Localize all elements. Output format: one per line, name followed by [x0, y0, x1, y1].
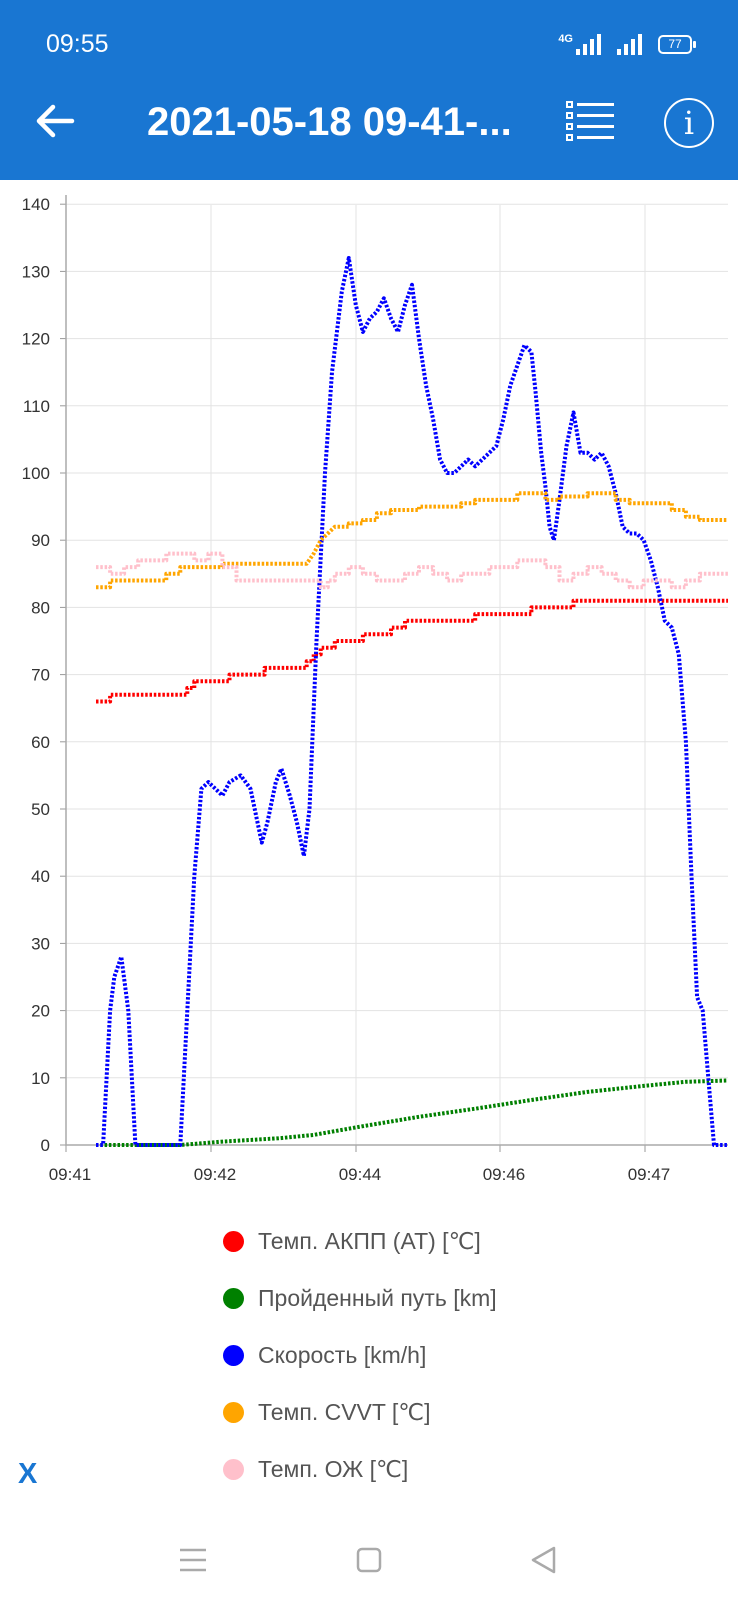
- legend-dot: [223, 1345, 244, 1366]
- y-tick-label: 130: [22, 262, 50, 281]
- back-arrow-icon[interactable]: [32, 98, 78, 144]
- back-icon[interactable]: [524, 1540, 564, 1580]
- signal-icon: [617, 33, 642, 55]
- y-tick-label: 140: [22, 195, 50, 214]
- legend-dot: [223, 1231, 244, 1252]
- line-chart: 0 10 20 30 40 50 60 70 80 90 100 110 120 130 140 09:41 0…: [22, 195, 729, 1184]
- battery-icon: 77: [658, 34, 696, 54]
- legend-label: Темп. CVVT [℃]: [258, 1399, 431, 1425]
- x-tick-label: 09:41: [49, 1165, 92, 1184]
- legend-item-speed: Скорость [km/h]: [223, 1327, 497, 1384]
- legend-label: Темп. АКПП (AT) [℃]: [258, 1228, 481, 1254]
- y-tick-label: 60: [31, 733, 50, 752]
- menu-icon[interactable]: [173, 1540, 213, 1580]
- y-tick-label: 40: [31, 867, 50, 886]
- close-button[interactable]: X: [18, 1458, 38, 1490]
- y-tick-label: 110: [23, 397, 50, 416]
- x-tick-label: 09:47: [628, 1165, 671, 1184]
- app-bar: 09:55 4G 77 2021-05-18 09-41-... i: [0, 0, 738, 180]
- legend-item-distance: Пройденный путь [km]: [223, 1270, 497, 1327]
- y-tick-label: 70: [31, 666, 50, 685]
- series-line-0: [96, 598, 728, 704]
- list-icon[interactable]: [566, 100, 616, 142]
- legend-item-at-temp: Темп. АКПП (AT) [℃]: [223, 1213, 497, 1270]
- legend-label: Скорость [km/h]: [258, 1342, 427, 1368]
- legend-dot: [223, 1288, 244, 1309]
- status-icons: 4G 77: [558, 33, 696, 55]
- y-tick-label: 50: [31, 800, 50, 819]
- legend-label: Пройденный путь [km]: [258, 1285, 497, 1311]
- y-tick-label: 20: [31, 1002, 50, 1021]
- info-icon[interactable]: i: [664, 98, 714, 148]
- y-tick-label: 30: [31, 934, 50, 953]
- legend-dot: [223, 1459, 244, 1480]
- series-line-3: [96, 491, 728, 590]
- home-icon[interactable]: [349, 1540, 389, 1580]
- network-type: 4G: [558, 33, 573, 45]
- y-tick-label: 80: [31, 598, 50, 617]
- y-tick-label: 100: [22, 464, 50, 483]
- y-tick-label: 0: [41, 1136, 50, 1155]
- y-tick-label: 90: [31, 531, 50, 550]
- legend-item-coolant-temp: Темп. ОЖ [℃]: [223, 1441, 497, 1498]
- x-tick-label: 09:46: [483, 1165, 526, 1184]
- signal-icon: [576, 33, 601, 55]
- legend-label: Темп. ОЖ [℃]: [258, 1456, 409, 1482]
- status-time: 09:55: [46, 30, 109, 58]
- chart-legend: Темп. АКПП (AT) [℃] Пройденный путь [km]…: [223, 1213, 497, 1498]
- x-tick-label: 09:44: [339, 1165, 382, 1184]
- legend-item-cvvt-temp: Темп. CVVT [℃]: [223, 1384, 497, 1441]
- navigation-bar: [0, 1540, 738, 1600]
- series-line-1: [96, 1078, 729, 1147]
- y-tick-label: 10: [31, 1069, 50, 1088]
- legend-dot: [223, 1402, 244, 1423]
- series-line-4: [96, 551, 728, 590]
- y-tick-label: 120: [22, 330, 50, 349]
- series-line-2: [96, 256, 728, 1147]
- x-tick-label: 09:42: [194, 1165, 237, 1184]
- page-title: 2021-05-18 09-41-...: [147, 100, 512, 144]
